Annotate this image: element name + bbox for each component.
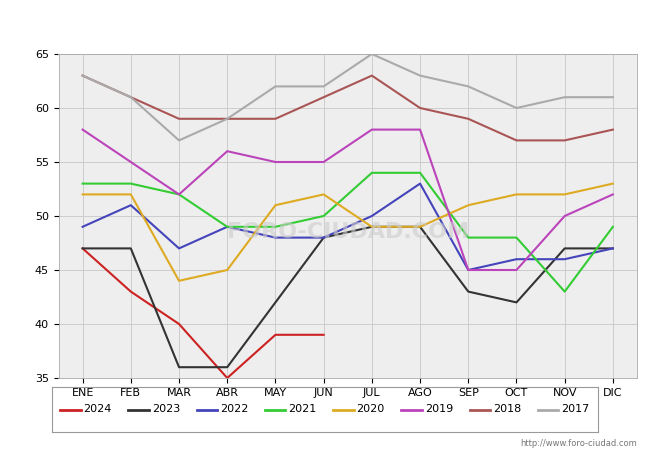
Text: Afiliados en Flores de Ávila a 31/5/2024: Afiliados en Flores de Ávila a 31/5/2024	[161, 16, 489, 34]
Text: 2022: 2022	[220, 405, 248, 414]
Text: 2023: 2023	[151, 405, 180, 414]
Text: 2021: 2021	[288, 405, 317, 414]
Text: http://www.foro-ciudad.com: http://www.foro-ciudad.com	[520, 439, 637, 448]
Text: 2024: 2024	[83, 405, 112, 414]
Text: 2019: 2019	[424, 405, 453, 414]
Text: 2020: 2020	[356, 405, 385, 414]
Text: FORO-CIUDAD.COM: FORO-CIUDAD.COM	[227, 222, 469, 242]
Text: 2018: 2018	[493, 405, 521, 414]
Text: 2017: 2017	[561, 405, 590, 414]
